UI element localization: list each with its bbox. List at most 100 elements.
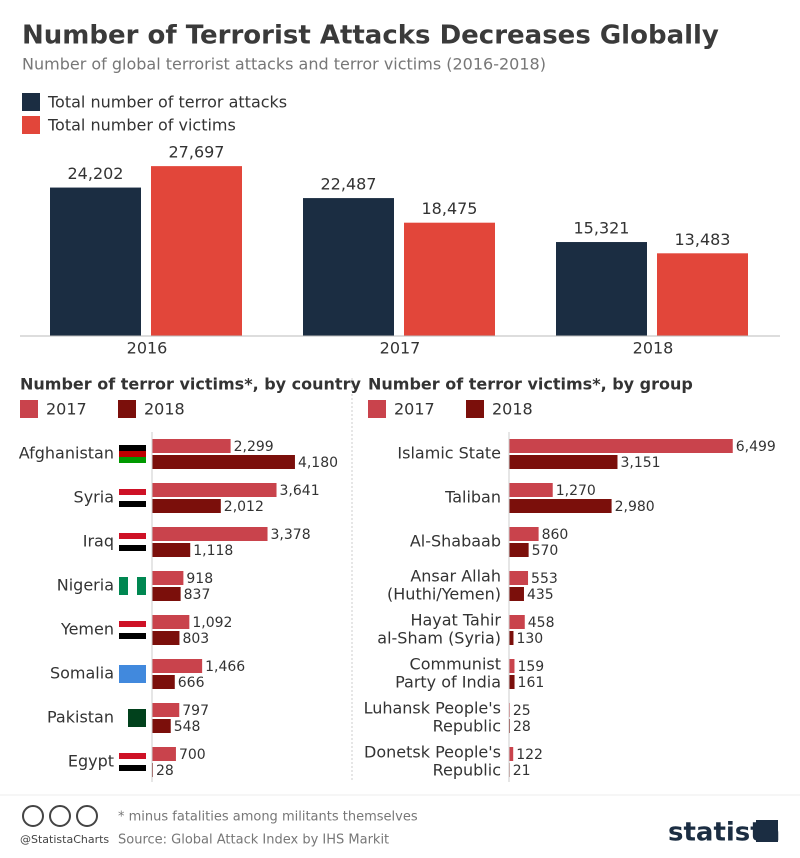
bar [152, 615, 190, 629]
value-label: 2,980 [615, 499, 655, 515]
flag [119, 495, 146, 501]
flag [119, 677, 146, 683]
y-tick-label: Communist [410, 655, 501, 674]
bar [151, 166, 242, 336]
flag [119, 621, 146, 627]
subtitle: Number of global terrorist attacks and t… [22, 55, 546, 74]
flag [128, 577, 137, 595]
x-tick-label: 2016 [127, 339, 168, 358]
y-tick-label: al-Sham (Syria) [377, 629, 501, 648]
flag [119, 533, 146, 539]
bar [556, 242, 647, 336]
bar [509, 499, 612, 513]
y-tick-label: Iraq [83, 532, 114, 551]
value-label: 3,378 [271, 527, 311, 543]
y-tick-label: Egypt [68, 752, 114, 771]
y-tick-label: Somalia [50, 664, 114, 683]
y-tick-label: Taliban [444, 488, 501, 507]
bar [152, 571, 184, 585]
legend-label: 2017 [46, 400, 87, 419]
legend-label: 2018 [144, 400, 185, 419]
bar [509, 483, 553, 497]
flag [119, 665, 146, 671]
legend-label: Total number of terror attacks [47, 93, 287, 112]
bar [152, 499, 221, 513]
bar [509, 675, 515, 689]
legend-swatch [20, 400, 38, 418]
value-label: 25 [513, 703, 531, 719]
value-label: 15,321 [574, 219, 630, 238]
brand-icon [756, 820, 778, 842]
flag [119, 489, 146, 495]
value-label: 1,466 [205, 659, 245, 675]
y-tick-label: Pakistan [47, 708, 114, 727]
value-label: 1,270 [556, 483, 596, 499]
value-label: 130 [516, 631, 543, 647]
y-tick-label: Nigeria [57, 576, 114, 595]
value-label: 458 [528, 615, 555, 631]
y-tick-label: Al-Shabaab [410, 532, 501, 551]
value-label: 28 [513, 719, 531, 735]
legend-swatch [22, 116, 40, 134]
y-tick-label: Afghanistan [19, 444, 114, 463]
value-label: 24,202 [68, 164, 124, 183]
bar [509, 571, 529, 585]
flag [119, 539, 146, 545]
bar [152, 587, 181, 601]
y-tick-label: Luhansk People's [364, 699, 501, 718]
credit: @StatistaCharts [20, 833, 109, 846]
bar [152, 675, 175, 689]
value-label: 2,012 [224, 499, 264, 515]
bar [152, 527, 268, 541]
value-label: 161 [518, 675, 545, 691]
value-label: 2,299 [234, 439, 274, 455]
flag [119, 765, 146, 771]
source: Source: Global Attack Index by IHS Marki… [118, 833, 389, 848]
y-tick-label: Party of India [395, 673, 501, 692]
value-label: 18,475 [422, 199, 478, 218]
bar [509, 439, 733, 453]
bar [303, 198, 394, 336]
flag [119, 671, 146, 677]
legend-swatch [466, 400, 484, 418]
y-tick-label: Republic [433, 761, 501, 780]
y-tick-label: (Huthi/Yemen) [387, 585, 501, 604]
panel-title: Number of terror victims*, by country [20, 375, 361, 394]
flag [119, 445, 146, 451]
value-label: 22,487 [321, 175, 377, 194]
flag [128, 709, 137, 727]
bar [509, 747, 514, 761]
title: Number of Terrorist Attacks Decreases Gl… [22, 21, 719, 51]
bar [509, 587, 524, 601]
value-label: 21 [513, 763, 531, 779]
y-tick-label: Donetsk People's [364, 743, 501, 762]
flag [137, 709, 146, 727]
legend-label: 2017 [394, 400, 435, 419]
value-label: 27,697 [169, 143, 225, 162]
flag [137, 577, 146, 595]
bar [509, 615, 525, 629]
value-label: 918 [186, 571, 213, 587]
flag [119, 545, 146, 551]
bar [152, 747, 176, 761]
bar [152, 659, 203, 673]
y-tick-label: Hayat Tahir [410, 611, 501, 630]
value-label: 435 [527, 587, 554, 603]
flag [119, 633, 146, 639]
bar [509, 527, 539, 541]
bar [509, 455, 618, 469]
flag [119, 457, 146, 463]
flag [119, 753, 146, 759]
bar [509, 631, 514, 645]
value-label: 3,641 [280, 483, 320, 499]
value-label: 13,483 [675, 230, 731, 249]
legend-swatch [118, 400, 136, 418]
flag [119, 501, 146, 507]
panel-title: Number of terror victims*, by group [368, 375, 693, 394]
value-label: 860 [542, 527, 569, 543]
value-label: 797 [182, 703, 209, 719]
y-tick-label: Republic [433, 717, 501, 736]
license-icons [22, 805, 98, 827]
value-label: 548 [174, 719, 201, 735]
y-tick-label: Islamic State [397, 444, 501, 463]
